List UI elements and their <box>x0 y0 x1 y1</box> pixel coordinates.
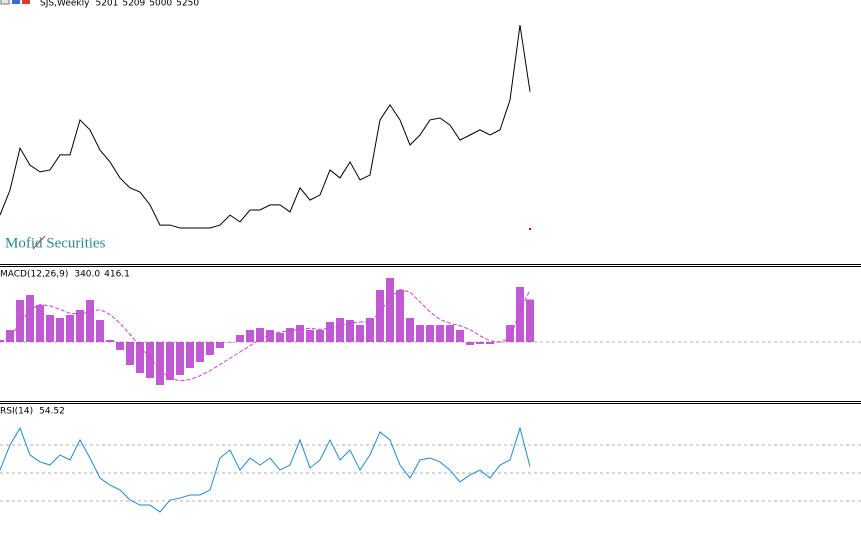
histogram-bar <box>396 290 404 342</box>
pane-title: RSI(14) <box>0 407 33 417</box>
histogram-bar <box>56 318 64 342</box>
marker-dot <box>529 228 531 230</box>
pane-separator <box>0 401 861 402</box>
price-line <box>0 24 531 229</box>
histogram-bar <box>186 342 194 368</box>
histogram-bar <box>526 299 534 342</box>
readout-value: 54.52 <box>39 407 65 417</box>
histogram-bar <box>66 315 74 342</box>
histogram-bar <box>506 325 514 342</box>
histogram-bar <box>426 325 434 342</box>
histogram-bar <box>436 325 444 342</box>
price-line <box>0 426 531 513</box>
histogram-bar <box>516 287 524 342</box>
histogram-bar <box>356 325 364 342</box>
histogram-bar <box>366 318 374 342</box>
histogram-bar <box>26 295 34 342</box>
histogram-bar <box>336 318 344 342</box>
histogram-bar <box>76 310 84 342</box>
histogram-bar <box>106 340 114 342</box>
histogram-bar <box>446 325 454 342</box>
pane-separator <box>0 266 861 267</box>
histogram-bar <box>306 330 314 342</box>
histogram-bar <box>376 290 384 342</box>
histogram-bar <box>316 330 324 342</box>
readout-value: 416.1 <box>104 270 130 280</box>
histogram-bar <box>476 342 484 344</box>
histogram-bar <box>346 320 354 342</box>
histogram-bar <box>196 342 204 362</box>
toolbar-icon[interactable] <box>12 0 20 4</box>
histogram-bar <box>266 330 274 342</box>
histogram-bar <box>276 333 284 342</box>
histogram-bar <box>206 342 214 355</box>
histogram-bar <box>176 342 184 375</box>
pane-title: MACD(12,26,9) <box>0 270 68 280</box>
readout-value: 5201 <box>95 0 118 9</box>
signal-line <box>0 288 531 382</box>
readout-value: 5250 <box>176 0 199 9</box>
histogram-bar <box>6 330 14 342</box>
pane-separator <box>0 403 861 404</box>
histogram-bar <box>386 278 394 342</box>
histogram-bar <box>246 330 254 342</box>
histogram-bar <box>326 322 334 342</box>
histogram-bar <box>166 342 174 380</box>
histogram-bar <box>416 325 424 342</box>
pane-title: SJS,Weekly <box>40 0 90 9</box>
pane-separator <box>0 264 861 265</box>
histogram-bar <box>36 305 44 342</box>
histogram-bar <box>406 318 414 342</box>
histogram-bar <box>456 330 464 342</box>
histogram-bar <box>86 300 94 342</box>
histogram-bar <box>466 342 474 345</box>
histogram-bar <box>236 335 244 342</box>
histogram-bar <box>136 342 144 373</box>
histogram-bar <box>296 325 304 342</box>
histogram-bar <box>46 315 54 342</box>
histogram-bar <box>156 342 164 385</box>
toolbar-icon[interactable] <box>22 0 30 4</box>
watermark: Mofid Securities <box>5 235 106 251</box>
readout-value: 340.0 <box>74 270 100 280</box>
histogram-bar <box>96 320 104 342</box>
histogram-bar <box>256 328 264 342</box>
histogram-bar <box>486 342 494 344</box>
toolbar-icon[interactable] <box>0 0 10 5</box>
histogram-bar <box>126 342 134 365</box>
histogram-bar <box>16 300 24 342</box>
readout-value: 5209 <box>122 0 145 9</box>
histogram-bar <box>216 342 224 348</box>
histogram-bar <box>226 342 234 343</box>
histogram-bar <box>116 342 124 350</box>
histogram-bar <box>286 328 294 342</box>
histogram-bar <box>146 342 154 378</box>
readout-value: 5000 <box>149 0 172 9</box>
watermark-stroke <box>32 235 46 250</box>
